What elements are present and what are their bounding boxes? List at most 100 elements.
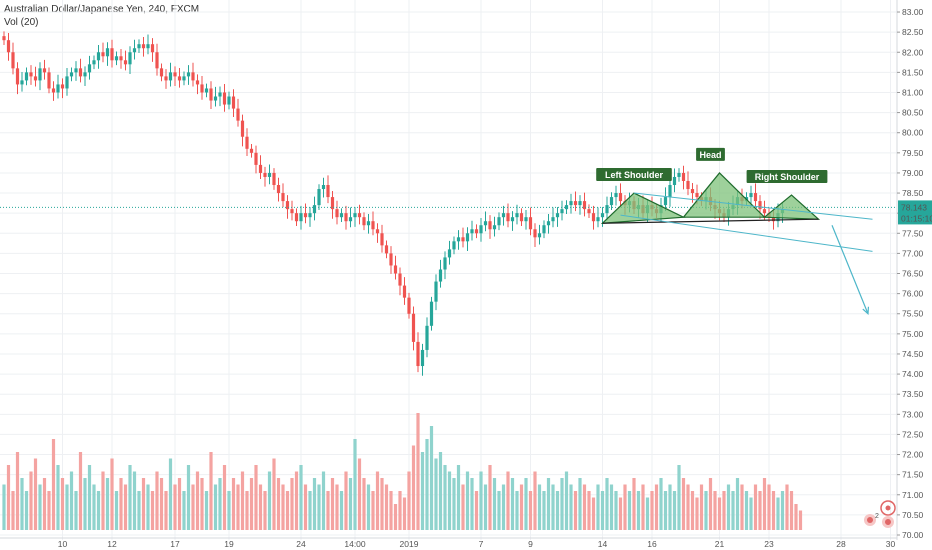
price-badge-bg [898,200,932,225]
time-axis[interactable]: 10 12 17 19 24 14:00 2019 7 9 14 16 21 23 28 30 [0,537,897,549]
time-tick-label: 19 [224,539,234,549]
volume-bar [704,491,708,530]
candle-body [164,76,168,81]
candle-body [159,68,164,77]
volume-bar [123,484,128,530]
volume-bar [645,497,650,530]
candle-body [123,60,128,65]
price-tick-label: 82.00 [902,47,924,57]
chart-title: Australian Dollar/Japanese Yen, 240, FXC… [4,4,200,15]
volume-bar [420,452,425,530]
candle-body [299,213,303,222]
candle-body [236,108,240,121]
volume-bar [213,484,218,530]
candle-body [254,152,258,165]
volume-bar [195,471,200,530]
candle-body [663,197,668,206]
volume-bar [146,484,150,530]
price-tick-label: 73.50 [902,389,924,399]
candle-body [533,229,537,238]
volume-bar [456,465,461,530]
candle-body [402,285,407,298]
grid-lines [0,0,897,540]
volume-bar [384,484,389,530]
candle-body [137,44,141,49]
candle-body [420,349,425,367]
pattern-label: Left Shoulder [605,170,663,180]
pattern-label-bg [746,169,828,183]
volume-bar [227,491,231,530]
volume-bar [434,458,438,530]
volume-bar [753,484,758,530]
volume-bar [749,497,753,530]
volume-bar [623,484,627,530]
svg-text:2: 2 [875,513,879,520]
volume-bar [38,484,42,530]
candle-body [240,120,245,137]
candle-body [29,72,33,77]
volume-bar [429,426,434,530]
price-tick-label: 80.50 [902,108,924,118]
volume-bar [560,478,564,530]
candle-body [20,80,24,85]
candle-body [150,44,155,53]
compare-icon[interactable]: 2 [864,513,879,526]
candle-body [96,52,101,61]
candle-body [110,48,114,61]
time-tick-label: 28 [836,539,846,549]
volume-bar [317,484,321,530]
volume-bar [11,491,15,530]
candle-body [321,185,326,190]
volume-bar [524,478,528,530]
volume-bar [407,471,411,530]
projection-arrow-head [862,306,870,316]
candle-body [695,193,699,198]
channel-upper-line [633,192,873,220]
price-axis[interactable]: 83.00 82.50 82.00 81.50 81.00 80.50 80.00 79.50… [896,0,924,540]
volume-bar [96,491,101,530]
volume-bar [281,484,285,530]
volume-bar [299,465,303,530]
candle-body [218,92,222,97]
volume-bar [263,491,267,530]
volume-bar [713,491,717,530]
volume-bar [627,491,632,530]
price-tick-label: 79.00 [902,168,924,178]
volume-bar [240,471,245,530]
volume-bar [159,478,164,530]
candle-body [132,48,137,53]
volume-bar [69,471,74,530]
candle-body [771,217,776,222]
price-tick-label: 70.50 [902,510,924,520]
volume-bar [672,491,677,530]
candle-body [398,273,402,286]
volume-bar [398,491,402,530]
candle-body [569,201,573,206]
candle-body [605,205,609,214]
volume-bar [659,478,663,530]
volume-bar [425,439,429,530]
volume-bar [168,458,173,530]
volume-bar [582,484,587,530]
volume-bar [605,478,609,530]
volume-bar [92,484,96,530]
volume-bar [110,458,114,530]
time-tick-label: 16 [647,539,657,549]
volume-bar [636,491,641,530]
candle-body [551,217,555,222]
volume-bar [87,465,92,530]
price-tick-label: 73.00 [902,409,924,419]
volume-bar [573,491,578,530]
volume-bar [618,497,623,530]
volume-bar [173,484,177,530]
bottom-right-icons[interactable]: 2 [864,500,896,528]
candle-body [222,92,227,105]
alert-target-icon[interactable] [880,500,896,528]
volume-bar [348,478,353,530]
candle-body [609,197,614,206]
volume-bar [668,484,672,530]
candle-body [200,84,204,93]
volume-bar [744,491,749,530]
candle-body [393,265,398,274]
